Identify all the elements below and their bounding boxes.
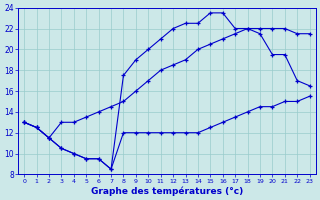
X-axis label: Graphe des températures (°c): Graphe des températures (°c) — [91, 186, 243, 196]
